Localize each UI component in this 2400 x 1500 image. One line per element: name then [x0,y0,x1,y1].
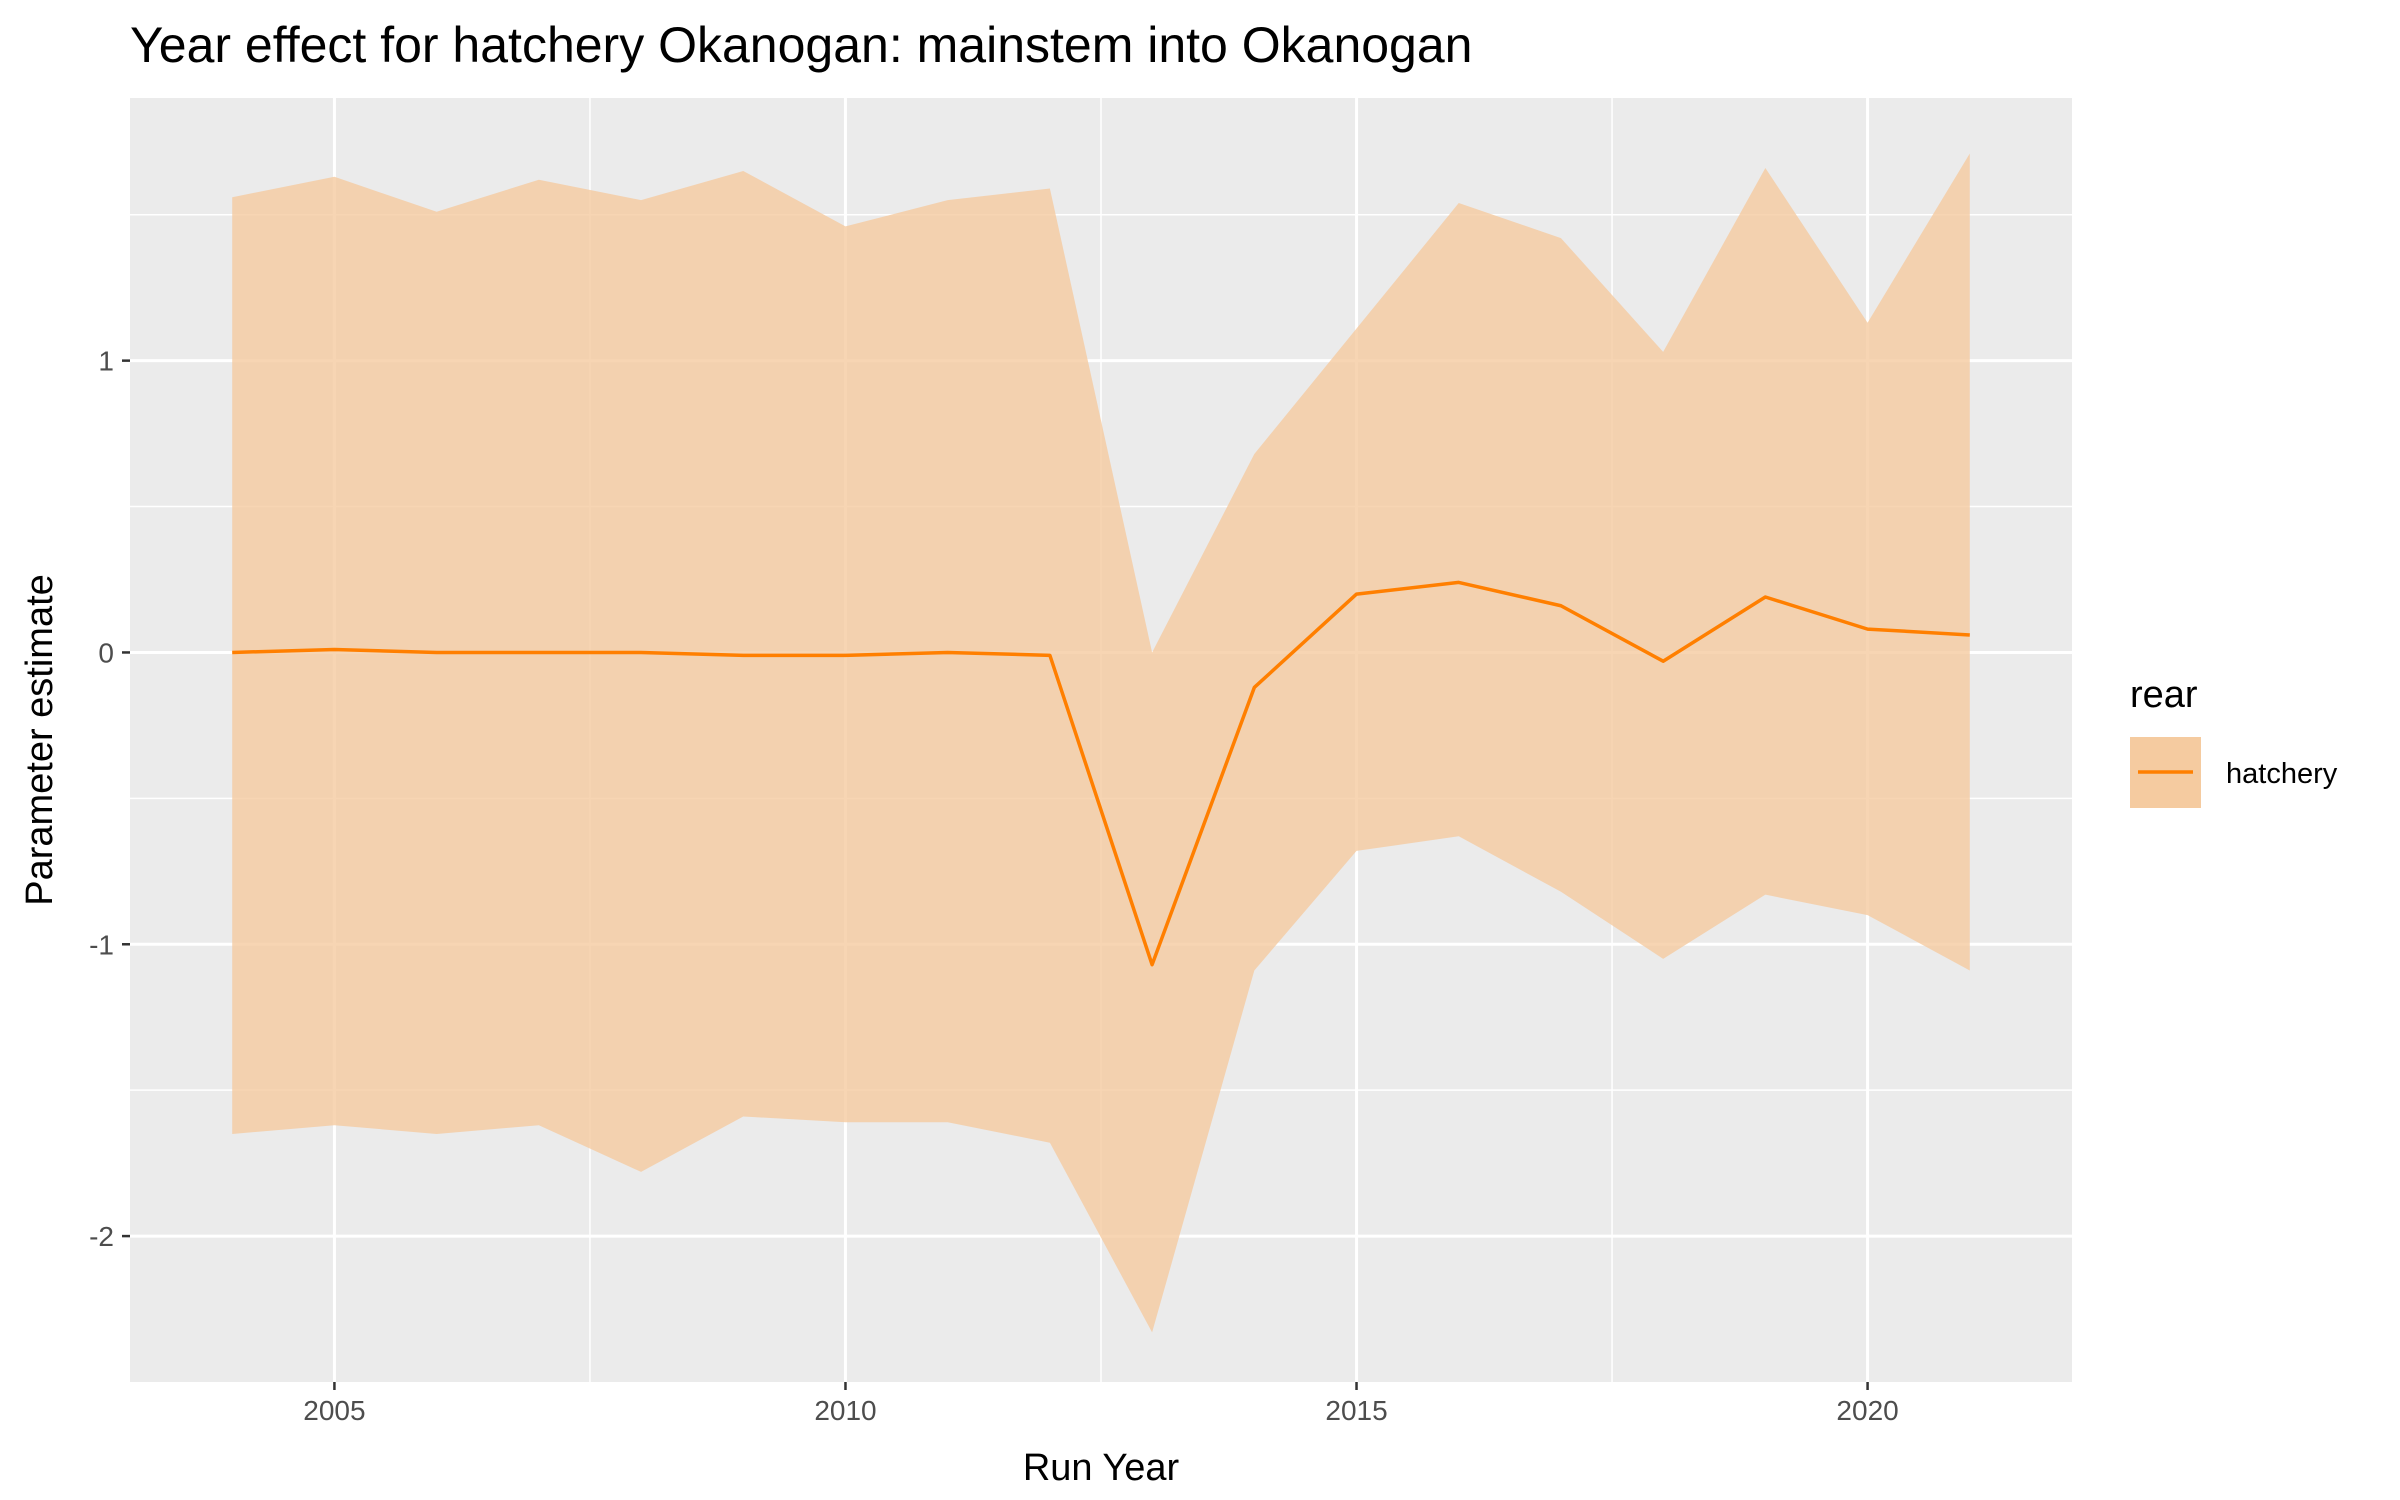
x-tick-label: 2005 [303,1395,365,1426]
legend: rear hatchery [2130,674,2338,808]
legend-title: rear [2130,674,2198,716]
chart-title: Year effect for hatchery Okanogan: mains… [130,17,1472,73]
x-tick-label: 2010 [814,1395,876,1426]
y-tick-label: 0 [98,637,114,668]
y-tick-label: -2 [89,1221,114,1252]
x-axis-title: Run Year [1023,1447,1180,1489]
y-tick-label: -1 [89,929,114,960]
line-layer [232,580,1970,967]
confidence-ribbon [232,153,1970,1333]
x-tick-label: 2015 [1325,1395,1387,1426]
y-axis-title: Parameter estimate [19,574,61,906]
series-line-hatchery [232,580,1970,967]
ribbon-layer [232,153,1970,1333]
x-tick-labels: 2005 2010 2015 2020 [303,1395,1898,1426]
x-tick-label: 2020 [1836,1395,1898,1426]
y-tick-labels: -2 -1 0 1 [89,346,114,1252]
y-tick-label: 1 [98,346,114,377]
legend-label-hatchery: hatchery [2226,758,2338,790]
axis-ticks [122,359,1869,1390]
